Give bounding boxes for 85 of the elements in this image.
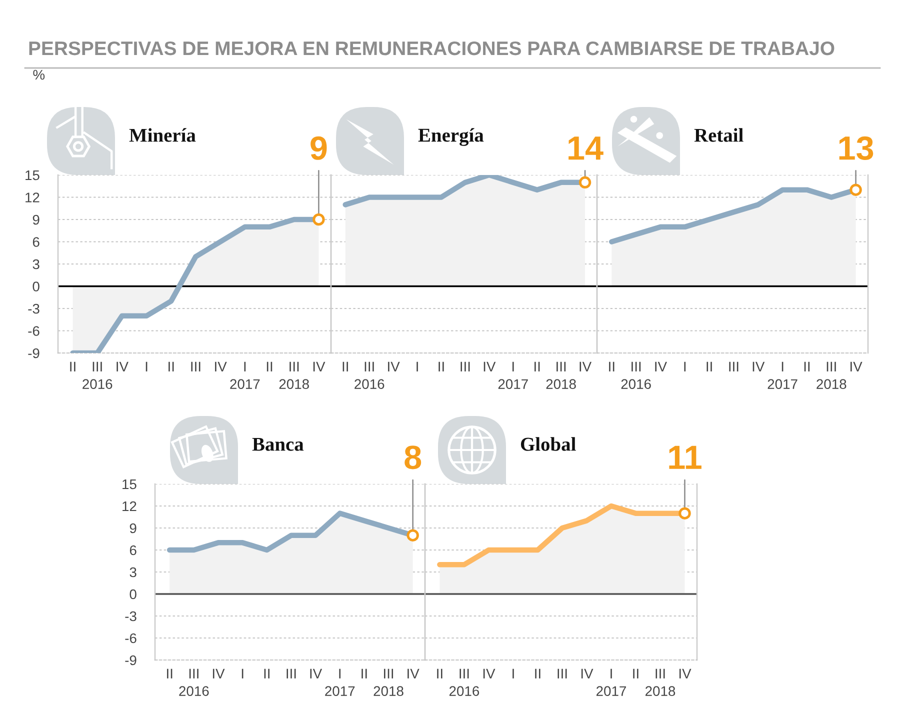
x-tick-label: III bbox=[729, 362, 738, 372]
y-tick-label: -9 bbox=[28, 348, 40, 358]
x-tick-label: II bbox=[437, 668, 442, 678]
x-tick-label: IV bbox=[580, 362, 592, 372]
x-tick-label: III bbox=[286, 668, 296, 678]
y-tick-label: 15 bbox=[122, 479, 136, 490]
y-tick-label: -6 bbox=[125, 633, 136, 644]
x-tick-label: II bbox=[168, 362, 174, 372]
x-tick-label: IV bbox=[484, 362, 496, 372]
x-tick-label: IV bbox=[310, 668, 322, 678]
data-label: 13 bbox=[839, 136, 874, 160]
chart-subtitle: Global bbox=[520, 437, 576, 451]
y-tick-label: 9 bbox=[32, 214, 40, 225]
x-tick-label: IV bbox=[215, 362, 227, 372]
x-tick-label: IV bbox=[313, 362, 326, 372]
y-tick-label: 15 bbox=[26, 170, 40, 180]
y-tick-label: 0 bbox=[130, 589, 136, 600]
x-tick-label: III 2018 bbox=[645, 668, 676, 696]
x-tick-label: I 2017 bbox=[325, 668, 355, 696]
x-tick-label: II bbox=[706, 362, 712, 372]
x-tick-label: II bbox=[804, 362, 810, 372]
y-tick-label: 0 bbox=[32, 282, 40, 292]
chart-subtitle: Retail bbox=[694, 128, 744, 142]
x-tick-label: I bbox=[684, 362, 686, 372]
data-label: 8 bbox=[404, 446, 422, 470]
x-tick-label: IV bbox=[679, 668, 692, 678]
x-tick-label: II bbox=[438, 362, 444, 372]
x-tick-label: IV bbox=[408, 668, 420, 678]
x-tick-label: IV bbox=[581, 668, 594, 678]
x-tick-label: III 2018 bbox=[374, 668, 404, 696]
x-tick-label: III bbox=[460, 362, 470, 372]
y-tick-label: -9 bbox=[125, 655, 136, 666]
x-tick-label: IV bbox=[388, 362, 400, 372]
x-tick-label: IV bbox=[212, 668, 225, 678]
chart-subtitle: Minería bbox=[129, 128, 196, 142]
data-label: 14 bbox=[568, 136, 604, 160]
x-tick-label: III 2016 bbox=[82, 362, 112, 390]
x-tick-label: I bbox=[416, 362, 418, 372]
y-tick-label: 3 bbox=[130, 567, 136, 578]
x-tick-label: II bbox=[167, 668, 172, 678]
x-tick-label: II bbox=[609, 362, 614, 372]
x-tick-label: IV bbox=[850, 362, 862, 372]
y-tick-label: -3 bbox=[28, 304, 40, 314]
x-tick-label: I 2017 bbox=[596, 668, 626, 696]
y-tick-label: 12 bbox=[26, 192, 40, 202]
x-tick-label: III 2016 bbox=[449, 668, 480, 696]
y-tick-label: 9 bbox=[130, 523, 136, 534]
x-tick-label: II bbox=[362, 668, 367, 678]
x-tick-label: III 2016 bbox=[179, 668, 209, 696]
y-tick-label: 12 bbox=[122, 501, 136, 512]
x-tick-label: I bbox=[512, 668, 514, 678]
x-tick-label: IV bbox=[116, 362, 128, 372]
y-tick-label: -6 bbox=[28, 326, 40, 336]
x-tick-label: III 2018 bbox=[546, 362, 576, 390]
y-tick-label: 6 bbox=[130, 545, 136, 556]
x-tick-label: III 2018 bbox=[816, 362, 846, 390]
data-label: 9 bbox=[310, 136, 327, 160]
x-tick-label: IV bbox=[752, 362, 765, 372]
x-tick-label: II bbox=[264, 668, 270, 678]
chart-subtitle: Energía bbox=[418, 128, 484, 146]
x-tick-label: II bbox=[534, 362, 540, 372]
x-tick-label: I bbox=[242, 668, 244, 678]
y-tick-label: 3 bbox=[32, 259, 40, 270]
y-axis-title: % bbox=[33, 70, 45, 80]
text: PERSPECTIVAS DE MEJORA EN REMUNERACIONES PARA CAMBIARSE DE TRABAJO bbox=[29, 41, 834, 56]
x-tick-label: I 2017 bbox=[498, 362, 528, 390]
x-tick-label: III bbox=[558, 668, 567, 678]
y-tick-label: 6 bbox=[32, 237, 40, 247]
y-tick-label: -3 bbox=[125, 611, 136, 622]
x-tick-label: II bbox=[266, 362, 272, 372]
x-tick-label: II bbox=[70, 362, 76, 372]
x-tick-label: I bbox=[146, 362, 148, 372]
x-tick-label: IV bbox=[483, 668, 496, 678]
x-tick-label: III 2016 bbox=[621, 362, 651, 390]
data-label: 11 bbox=[669, 446, 702, 469]
x-tick-label: II bbox=[342, 362, 348, 372]
x-tick-label: I 2017 bbox=[768, 362, 798, 390]
x-tick-label: III 2018 bbox=[279, 362, 309, 390]
x-tick-label: I 2017 bbox=[230, 362, 260, 390]
x-tick-label: III 2016 bbox=[354, 362, 384, 390]
x-tick-label: II bbox=[633, 668, 638, 678]
x-tick-label: II bbox=[535, 668, 540, 678]
x-tick-label: IV bbox=[655, 362, 667, 372]
x-tick-label: III bbox=[191, 362, 200, 372]
chart-subtitle: Banca bbox=[252, 438, 304, 451]
